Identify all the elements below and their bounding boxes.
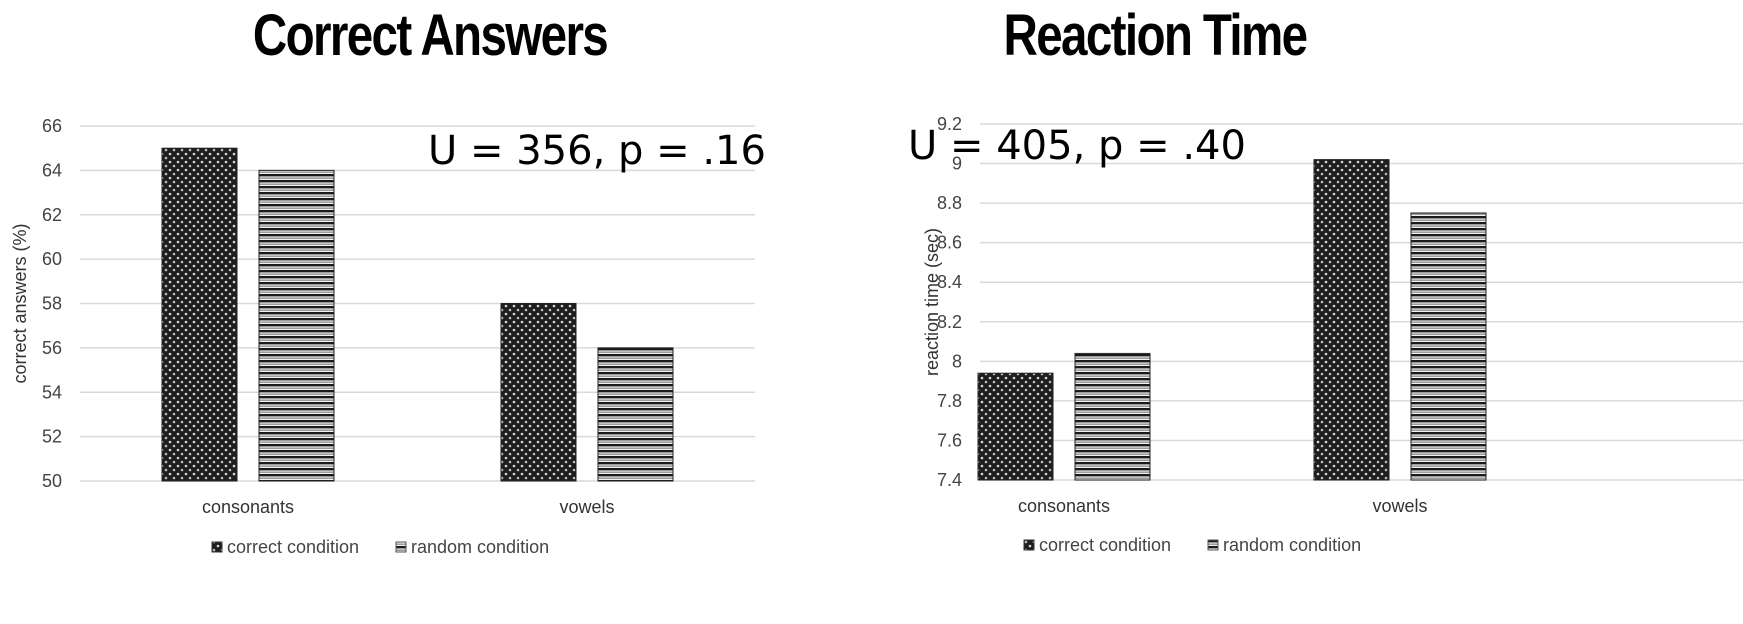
bar-correct-condition-vowels [500, 303, 577, 482]
x-category-label: consonants [202, 497, 294, 517]
bar-correct-condition-consonants [977, 372, 1054, 481]
y-tick-label: 9 [952, 154, 962, 174]
y-tick-label: 66 [42, 116, 62, 136]
y-tick-label: 7.4 [937, 470, 962, 490]
bar-random-condition-vowels [1410, 212, 1487, 481]
y-tick-label: 9.2 [937, 114, 962, 134]
bar-correct-condition-vowels [1313, 159, 1390, 481]
chart-panel-correct-answers: Correct Answers 50 52 54 56 58 60 62 64 66 correc… [10, 3, 766, 557]
stat-annotation: U = 356, p = .16 [428, 128, 766, 174]
x-category-label: vowels [559, 497, 614, 517]
y-tick-label: 54 [42, 382, 62, 402]
legend-swatch [395, 541, 407, 553]
y-tick-label: 58 [42, 294, 62, 314]
legend-label: random condition [411, 537, 549, 557]
y-tick-label: 7.6 [937, 430, 962, 450]
legend-label: correct condition [1039, 535, 1171, 555]
y-tick-label: 8 [952, 351, 962, 371]
legend-label: random condition [1223, 535, 1361, 555]
legend-swatch [1207, 539, 1219, 551]
bar-random-condition-vowels [597, 347, 674, 482]
y-tick-label: 64 [42, 160, 62, 180]
y-tick-label: 52 [42, 427, 62, 447]
y-tick-label: 8.8 [937, 193, 962, 213]
y-axis-label: correct answers (%) [10, 223, 30, 383]
y-tick-label: 60 [42, 249, 62, 269]
y-tick-label: 8.2 [937, 312, 962, 332]
chart-panel-reaction-time: Reaction Time 7.4 7.6 7.8 8 8.2 8.4 8.6 8.8 9 9.2… [900, 0, 1743, 624]
y-tick-label: 62 [42, 205, 62, 225]
legend-swatch [211, 541, 223, 553]
legend-label: correct condition [227, 537, 359, 557]
y-tick-label: 8.6 [937, 233, 962, 253]
stat-annotation: U = 405, p = .40 [908, 123, 1246, 169]
bar-random-condition-consonants [1074, 352, 1151, 481]
y-tick-label: 50 [42, 471, 62, 491]
x-category-label: consonants [1018, 496, 1110, 516]
chart-title: Reaction Time [1003, 3, 1309, 68]
y-tick-label: 8.4 [937, 272, 962, 292]
y-axis-label: reaction time (sec) [922, 228, 942, 376]
chart-title: Correct Answers [252, 3, 609, 68]
y-tick-label: 7.8 [937, 391, 962, 411]
chart-reaction-time: 7.4 7.6 7.8 8 8.2 8.4 8.6 8.8 9 9.2 reaction time … [908, 114, 1743, 555]
bar-random-condition-consonants [258, 169, 335, 482]
chart-correct-answers: 50 52 54 56 58 60 62 64 66 correct answers (%) con… [10, 116, 766, 557]
legend-swatch [1023, 539, 1035, 551]
bar-correct-condition-consonants [161, 147, 238, 482]
y-tick-label: 56 [42, 338, 62, 358]
x-category-label: vowels [1372, 496, 1427, 516]
